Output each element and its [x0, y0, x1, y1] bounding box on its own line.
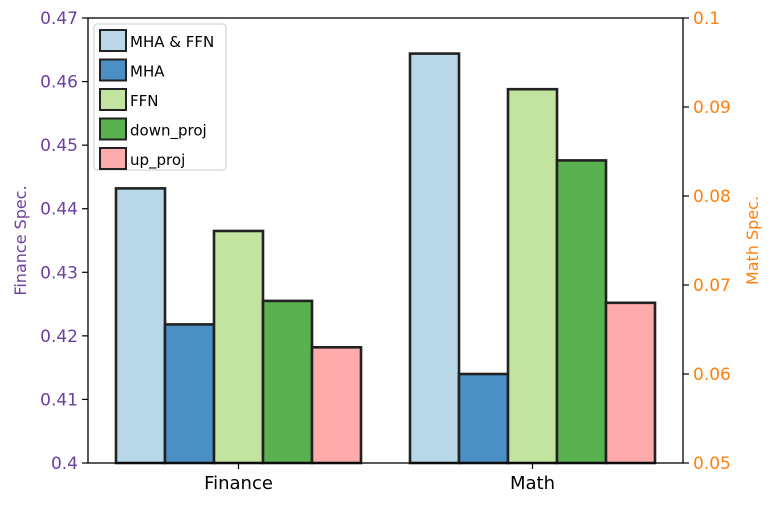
plot-frame [87, 17, 684, 464]
bar-math-up-proj [604, 301, 657, 465]
right-tick-label: 0.06 [693, 365, 731, 385]
right-y-axis-label: Math Spec. [743, 196, 762, 285]
x-tick-label: Math [510, 473, 555, 494]
bar-finance-up-proj [310, 345, 363, 465]
legend: MHA & FFN MHA FFN down_proj up_proj [93, 23, 227, 171]
left-tick-label: 0.46 [40, 73, 78, 93]
bar-finance-mha-ffn [114, 187, 167, 465]
legend-label: down_proj [130, 122, 207, 141]
legend-label: MHA [130, 63, 165, 81]
left-y-axis-ticks: 0.4 0.41 0.42 0.43 0.44 0.45 0.46 0.47 [40, 9, 88, 474]
bar-math-down-proj [555, 159, 608, 465]
left-tick-label: 0.43 [40, 263, 78, 283]
right-tick-label: 0.1 [693, 9, 720, 29]
legend-swatch [99, 88, 127, 111]
bars-group [114, 52, 657, 465]
bar-math-mha [457, 372, 510, 465]
x-axis-ticks: Finance Math [204, 463, 555, 494]
bar-math-mha-ffn [408, 52, 461, 465]
bar-finance-mha [163, 323, 216, 465]
left-y-axis-label: Finance Spec. [11, 185, 30, 295]
left-tick-label: 0.45 [40, 136, 78, 156]
bar-finance-down-proj [261, 299, 314, 465]
x-tick-label: Finance [204, 473, 273, 494]
right-y-axis-ticks: 0.05 0.06 0.07 0.08 0.09 0.1 [683, 9, 731, 474]
right-tick-label: 0.05 [693, 454, 731, 474]
legend-swatch [99, 58, 127, 82]
left-tick-label: 0.41 [40, 390, 78, 410]
right-tick-label: 0.09 [693, 98, 731, 118]
legend-swatch [99, 147, 127, 170]
bar-finance-ffn [212, 229, 265, 465]
right-tick-label: 0.08 [693, 187, 731, 207]
legend-label: up_proj [130, 151, 185, 170]
right-tick-label: 0.07 [693, 276, 731, 296]
legend-label: FFN [130, 92, 158, 110]
legend-swatch [99, 29, 127, 52]
left-tick-label: 0.44 [40, 200, 78, 220]
left-tick-label: 0.47 [40, 9, 78, 29]
legend-label: MHA & FFN [130, 33, 214, 51]
bar-math-ffn [506, 87, 559, 465]
left-tick-label: 0.42 [40, 327, 78, 347]
legend-swatch [99, 117, 127, 141]
left-tick-label: 0.4 [51, 454, 78, 474]
